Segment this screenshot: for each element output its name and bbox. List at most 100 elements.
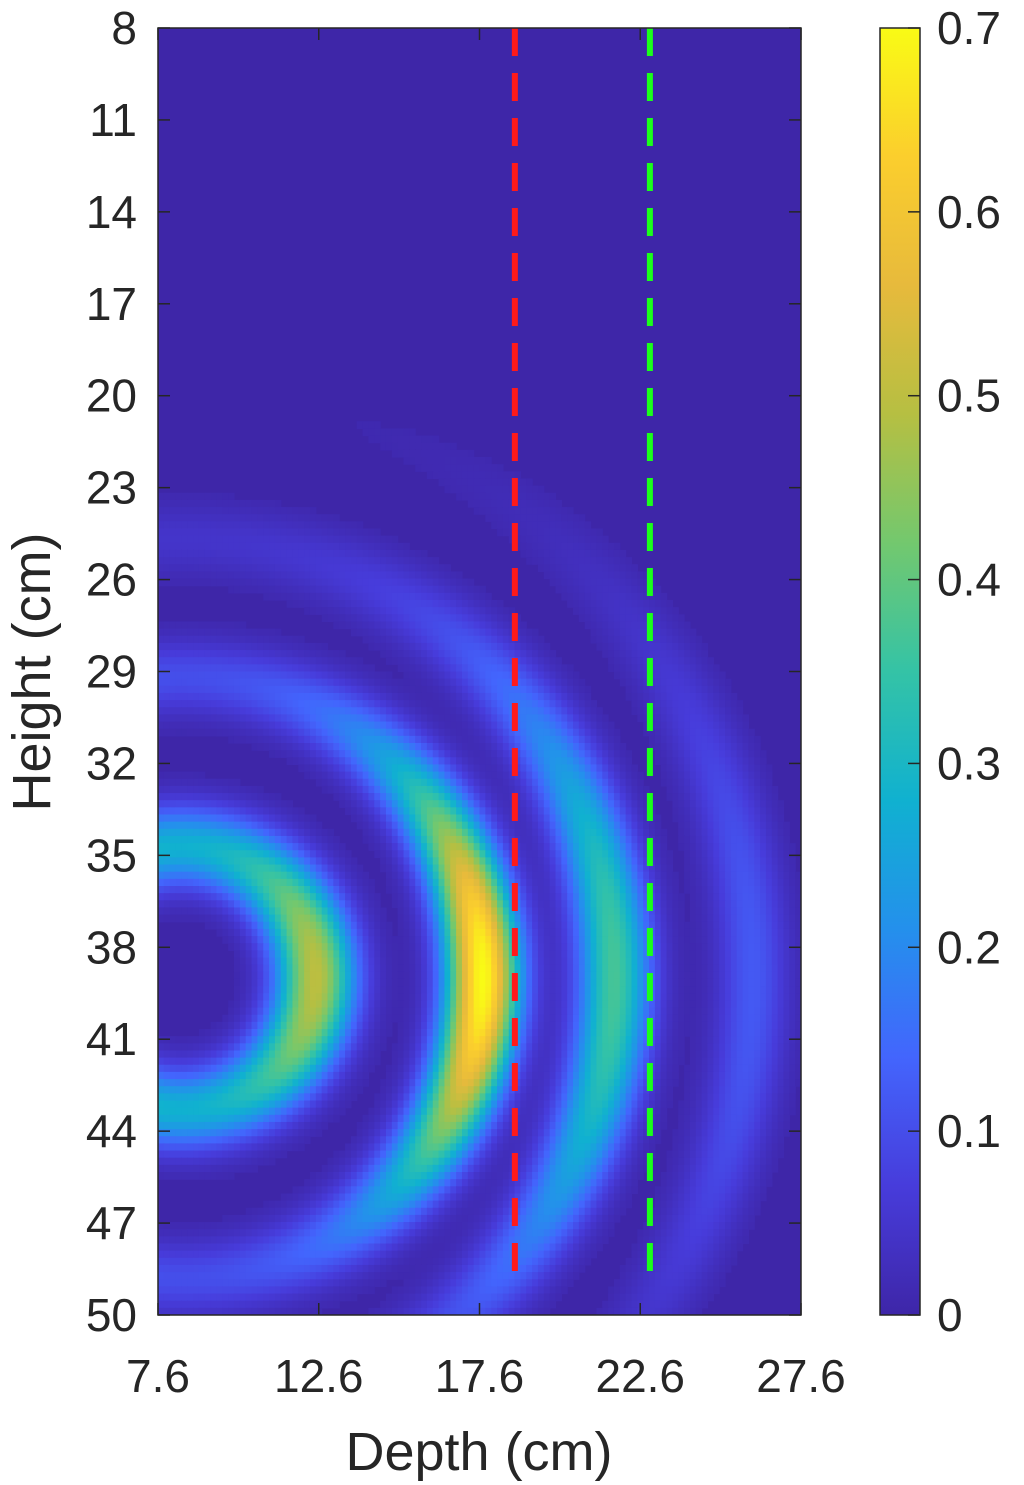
heatmap-cell — [245, 735, 253, 744]
heatmap-cell — [397, 707, 405, 715]
heatmap-cell — [181, 828, 188, 837]
heatmap-cell — [198, 907, 206, 916]
heatmap-cell — [485, 478, 492, 487]
heatmap-cell — [374, 564, 381, 572]
heatmap-cell — [537, 678, 545, 687]
heatmap-cell — [672, 650, 679, 658]
heatmap-cell — [280, 585, 288, 594]
heatmap-cell — [689, 807, 697, 816]
heatmap-cell — [385, 542, 393, 551]
heatmap-cell — [432, 449, 440, 458]
heatmap-cell — [467, 757, 475, 766]
heatmap-cell — [257, 886, 264, 894]
heatmap-cell — [777, 828, 785, 837]
heatmap-cell — [543, 492, 551, 501]
heatmap-cell — [526, 728, 533, 737]
heatmap-cell — [508, 692, 516, 701]
heatmap-cell — [397, 435, 405, 444]
heatmap-cell — [479, 600, 486, 608]
heatmap-cell — [181, 514, 188, 522]
heatmap-cell — [473, 621, 481, 630]
heatmap-cell — [672, 700, 679, 708]
heatmap-cell — [444, 785, 451, 794]
heatmap-cell — [374, 771, 381, 780]
heatmap-cell — [736, 807, 744, 816]
heatmap-cell — [742, 850, 749, 858]
heatmap-cell — [678, 814, 685, 823]
heatmap-cell — [292, 549, 299, 558]
heatmap-cell — [421, 707, 428, 715]
heatmap-cell — [356, 793, 364, 801]
heatmap-cell — [415, 678, 422, 687]
heatmap-cell — [537, 750, 545, 758]
heatmap-cell — [573, 785, 580, 794]
heatmap-cell — [625, 657, 633, 665]
heatmap-cell — [403, 614, 410, 623]
heatmap-cell — [158, 650, 165, 658]
heatmap-cell — [625, 886, 633, 894]
heatmap-cell — [555, 857, 562, 866]
heatmap-cell — [637, 843, 644, 851]
heatmap-cell — [660, 692, 668, 701]
heatmap-cell — [409, 621, 416, 630]
heatmap-cell — [567, 721, 574, 730]
heatmap-cell — [280, 685, 288, 694]
heatmap-cell — [678, 635, 685, 644]
heatmap-cell — [660, 735, 668, 744]
heatmap-cell — [187, 785, 194, 794]
heatmap-cell — [327, 907, 334, 916]
heatmap-cell — [421, 886, 428, 894]
heatmap-cell — [187, 514, 194, 522]
heatmap-cell — [631, 564, 638, 572]
heatmap-cell — [239, 664, 247, 673]
heatmap-cell — [479, 871, 486, 880]
heatmap-cell — [228, 692, 235, 701]
heatmap-cell — [602, 721, 609, 730]
heatmap-cell — [193, 907, 200, 916]
heatmap-cell — [707, 793, 714, 801]
heatmap-cell — [502, 707, 510, 715]
heatmap-cell — [532, 835, 539, 844]
heatmap-cell — [567, 757, 574, 766]
heatmap-cell — [198, 535, 206, 544]
heatmap-cell — [228, 800, 235, 808]
heatmap-cell — [485, 507, 492, 515]
heatmap-cell — [450, 828, 457, 837]
heatmap-cell — [228, 557, 235, 565]
heatmap-cell — [298, 878, 305, 887]
heatmap-cell — [660, 907, 668, 916]
heatmap-cell — [485, 607, 492, 615]
heatmap-cell — [701, 800, 709, 808]
heatmap-cell — [678, 771, 685, 780]
heatmap-cell — [280, 549, 288, 558]
heatmap-cell — [350, 664, 358, 673]
heatmap-cell — [467, 492, 475, 501]
heatmap-cell — [596, 607, 603, 615]
heatmap-cell — [783, 871, 790, 880]
heatmap-cell — [415, 778, 422, 787]
heatmap-cell — [654, 585, 662, 594]
heatmap-cell — [461, 714, 469, 723]
heatmap-cell — [456, 778, 463, 787]
heatmap-cell — [368, 886, 375, 894]
heatmap-cell — [754, 764, 761, 773]
heatmap-cell — [450, 478, 457, 487]
heatmap-cell — [193, 571, 200, 580]
heatmap-cell — [479, 678, 486, 687]
heatmap-cell — [736, 764, 744, 773]
heatmap-cell — [409, 614, 416, 623]
heatmap-cell — [596, 864, 603, 873]
heatmap-cell — [491, 821, 498, 830]
heatmap-cell — [175, 793, 182, 801]
heatmap-cell — [198, 707, 206, 715]
heatmap-cell — [269, 857, 276, 866]
heatmap-cell — [327, 778, 334, 787]
heatmap-cell — [187, 628, 194, 637]
heatmap-cell — [304, 864, 311, 873]
heatmap-cell — [485, 592, 492, 601]
heatmap-cell — [309, 764, 317, 773]
heatmap-cell — [789, 864, 796, 873]
heatmap-cell — [549, 542, 557, 551]
heatmap-cell — [678, 721, 685, 730]
heatmap-cell — [456, 635, 463, 644]
